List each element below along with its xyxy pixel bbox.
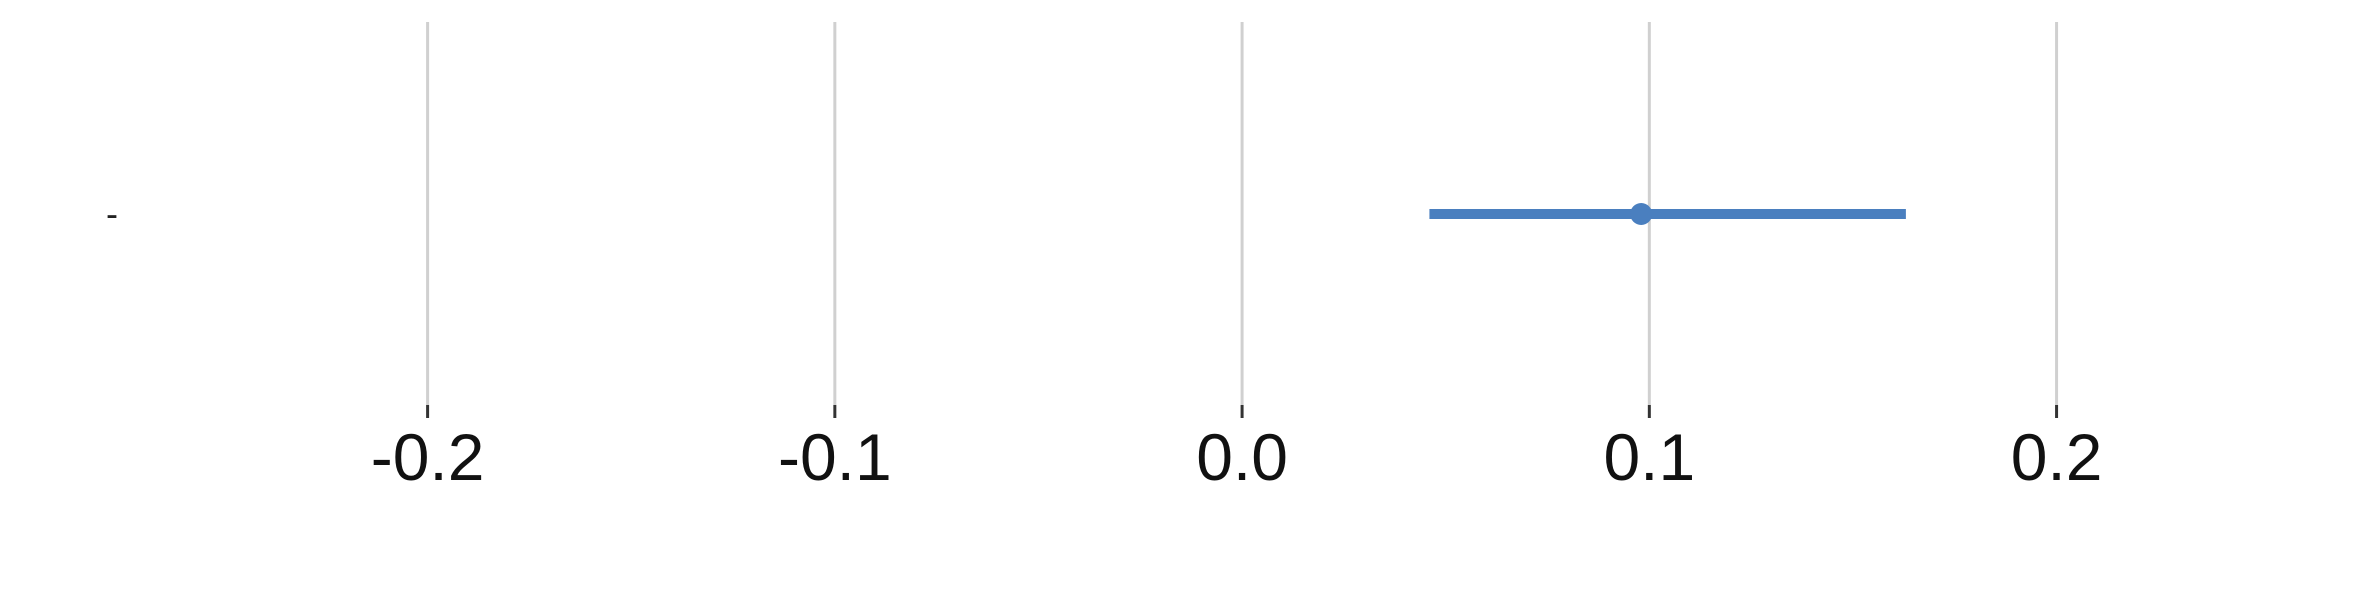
point-estimate-marker xyxy=(1630,203,1653,225)
estimate-marks xyxy=(1429,203,1906,225)
x-axis-ticks xyxy=(426,405,2059,418)
x-tick-label-3: 0.1 xyxy=(1603,420,1695,494)
x-axis-tick-labels: -0.2 -0.1 0.0 0.1 0.2 xyxy=(371,420,2103,494)
x-tick-label-1: -0.1 xyxy=(778,420,892,494)
row-label-0: - xyxy=(106,193,118,234)
x-tick-label-2: 0.0 xyxy=(1196,420,1288,494)
grid-lines xyxy=(426,22,2059,405)
row-labels: - xyxy=(106,193,118,234)
x-tick-label-4: 0.2 xyxy=(2011,420,2103,494)
x-tick-label-0: -0.2 xyxy=(371,420,485,494)
